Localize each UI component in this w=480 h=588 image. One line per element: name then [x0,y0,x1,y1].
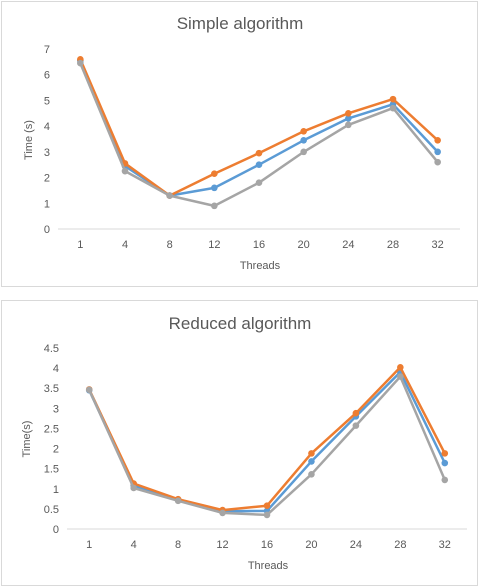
y-tick-label: 1.5 [44,464,59,476]
y-tick-label: 1 [44,198,50,210]
data-point [345,121,352,129]
y-tick-label: 3 [44,147,50,159]
data-point [397,373,404,380]
data-point [397,364,404,371]
y-tick-label: 2.5 [44,423,59,435]
data-point [255,179,263,187]
x-tick-label: 16 [261,539,273,551]
data-point [389,95,397,103]
y-tick-label: 5 [44,95,50,107]
data-point [352,409,360,417]
y-axis-label: Time(s) [21,421,33,458]
chart-title: Simple algorithm [177,14,304,33]
data-point [211,184,218,192]
data-point [130,484,137,492]
data-point [174,497,182,505]
x-tick-label: 4 [122,239,128,251]
x-tick-label: 1 [77,239,83,251]
data-point [211,170,218,178]
data-point [85,386,93,394]
series-line-3 [88,375,446,517]
x-tick-label: 8 [175,539,181,551]
x-tick-label: 20 [298,239,310,251]
x-axis-label: Threads [240,260,281,272]
y-tick-label: 4 [53,363,59,375]
data-point [441,459,449,467]
y-tick-label: 1 [53,484,59,496]
y-axis-label: Time (s) [23,120,35,160]
x-tick-label: 32 [432,239,444,251]
data-point [300,148,307,156]
x-tick-label: 32 [439,539,451,551]
x-tick-label: 16 [253,239,265,251]
series-group [77,55,441,210]
data-point [300,127,307,135]
x-tick-labels: 1 4 8 12 16 20 24 28 32 [77,239,444,251]
data-point [308,470,315,478]
x-tick-label: 4 [131,539,137,551]
y-tick-labels: 0 0.5 1 1.5 2 2.5 3 3.5 4 4.5 [44,343,59,536]
y-tick-label: 4.5 [44,343,59,355]
y-tick-label: 2 [44,173,50,185]
y-tick-label: 2 [53,444,59,456]
data-point [345,109,352,117]
data-point [308,458,315,465]
data-point [300,136,307,144]
y-tick-label: 3.5 [44,383,59,395]
x-tick-label: 28 [394,539,406,551]
x-tick-label: 1 [86,539,92,551]
x-tick-label: 28 [387,239,399,251]
y-tick-label: 0.5 [44,504,59,516]
data-point [255,149,263,157]
data-point [211,202,218,210]
x-tick-label: 8 [167,239,173,251]
y-tick-label: 7 [44,44,50,56]
chart-reduced-algorithm-svg: Reduced algorithm Threads Time(s) 00.511… [21,314,467,572]
y-tick-label: 6 [44,70,50,82]
data-point [434,158,441,166]
chart-reduced-algorithm: Reduced algorithm Threads Time(s) 0 0.5 1 1… [1,300,478,586]
data-point [219,509,226,517]
chart-title: Reduced algorithm [169,314,312,333]
x-tick-label: 12 [208,239,220,251]
x-tick-label: 24 [350,539,362,551]
data-point [389,104,397,112]
series-group [85,364,449,519]
x-tick-label: 24 [342,239,354,251]
x-tick-label: 12 [216,539,228,551]
x-tick-label: 20 [305,539,317,551]
data-point [121,167,129,175]
y-tick-label: 4 [44,121,50,133]
y-tick-labels: 0 1 2 3 4 5 6 7 [44,44,50,236]
chart-simple-algorithm-svg: Simple algorithm Threads Time (s) 012345… [23,14,460,272]
y-tick-label: 0 [44,224,50,236]
data-point [441,450,449,457]
data-point [345,115,352,122]
data-point [434,148,441,156]
x-axis-label: Threads [248,560,289,572]
data-point [352,422,360,429]
data-point [441,476,449,484]
data-point [434,136,441,144]
data-point [263,511,271,519]
y-tick-label: 0 [53,524,59,536]
x-tick-labels: 1 4 8 12 16 20 24 28 32 [86,539,451,551]
data-point [166,192,173,199]
data-point [308,450,315,457]
data-point [263,502,271,509]
data-point [255,161,263,169]
y-tick-label: 3 [53,403,59,415]
data-point [77,59,84,67]
